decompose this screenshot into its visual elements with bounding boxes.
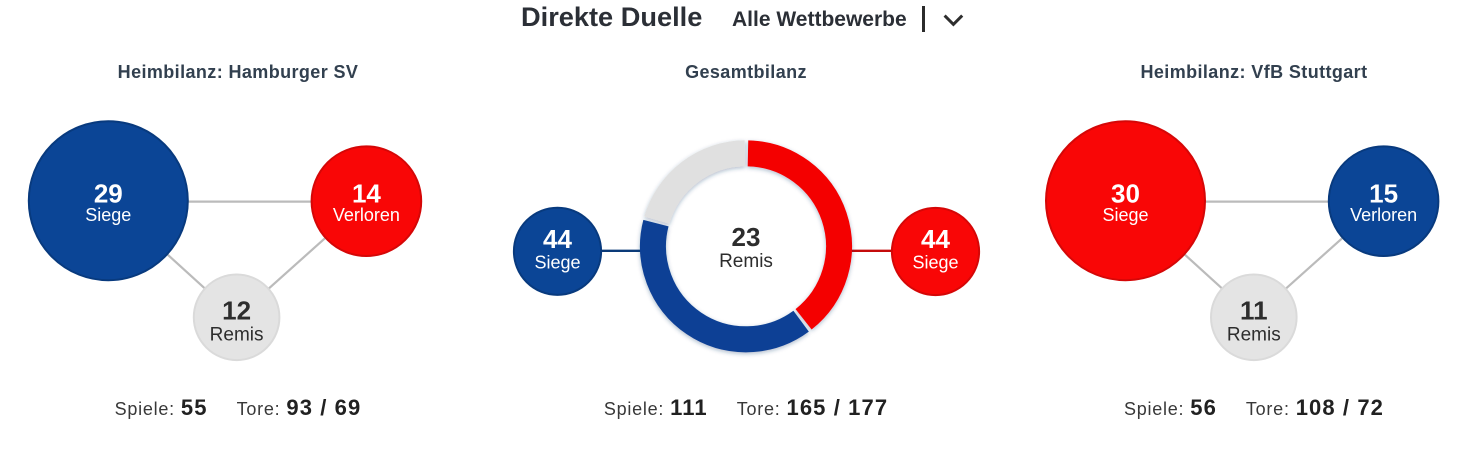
svg-text:44: 44 <box>921 224 950 254</box>
svg-text:Verloren: Verloren <box>333 205 400 225</box>
svg-text:15: 15 <box>1369 179 1398 209</box>
svg-text:Siege: Siege <box>1102 205 1148 225</box>
svg-text:Remis: Remis <box>1227 325 1281 346</box>
svg-text:30: 30 <box>1111 178 1140 208</box>
svg-text:Siege: Siege <box>912 253 958 273</box>
svg-text:44: 44 <box>543 224 572 254</box>
svg-text:23: 23 <box>732 222 761 252</box>
svg-text:29: 29 <box>94 178 123 208</box>
svg-text:Siege: Siege <box>534 252 580 272</box>
svg-text:Remis: Remis <box>210 325 264 346</box>
svg-text:11: 11 <box>1240 296 1268 326</box>
svg-text:12: 12 <box>222 296 251 326</box>
svg-text:Siege: Siege <box>85 205 131 225</box>
svg-text:14: 14 <box>352 179 381 209</box>
svg-text:Verloren: Verloren <box>1350 205 1417 225</box>
svg-text:Remis: Remis <box>719 251 773 272</box>
